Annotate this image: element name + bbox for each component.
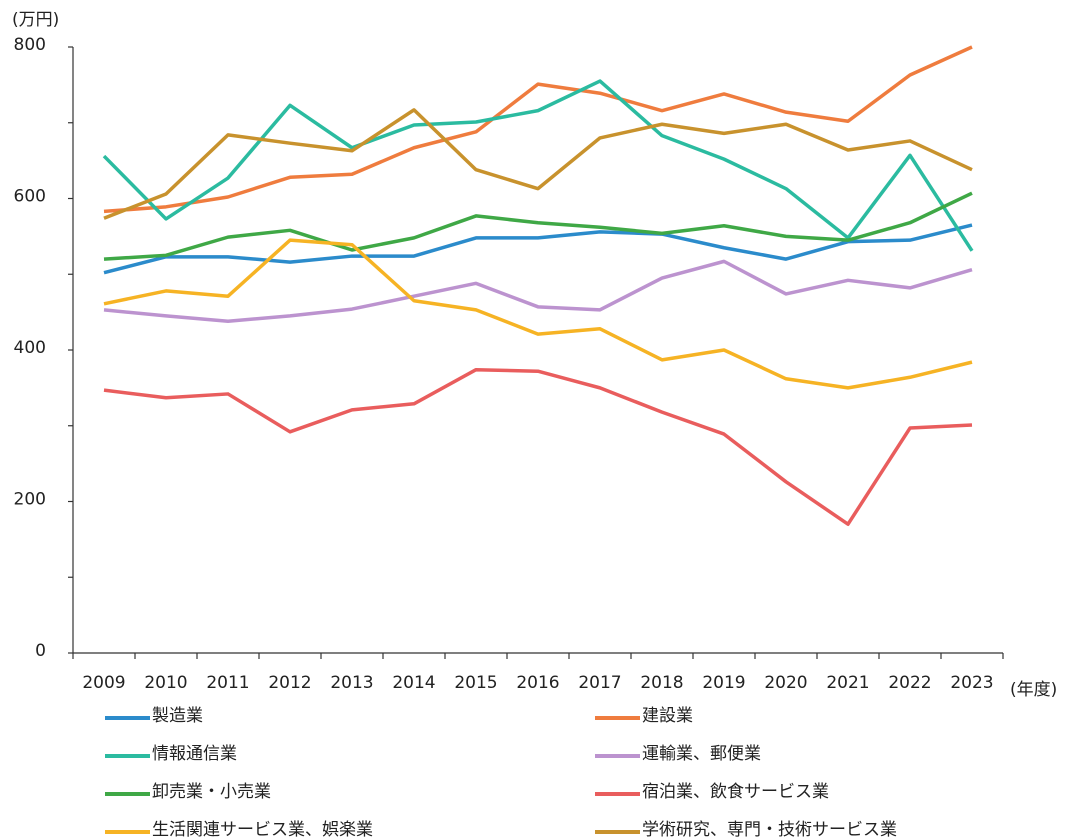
legend-label: 運輸業、郵便業: [642, 744, 761, 764]
y-axis-label: (万円): [12, 10, 59, 30]
legend-label: 情報通信業: [152, 744, 237, 764]
series-line: [103, 45, 973, 214]
legend-label: 製造業: [152, 706, 203, 726]
x-tick-label: 2015: [454, 673, 497, 693]
series-line: [102, 79, 974, 252]
series-line: [103, 223, 973, 275]
y-tick-label: 600: [14, 187, 46, 207]
x-tick-label: 2013: [330, 673, 373, 693]
x-tick-label: 2022: [888, 673, 931, 693]
x-tick-label: 2010: [144, 673, 187, 693]
x-tick-label: 2023: [950, 673, 993, 693]
x-tick-label: 2017: [578, 673, 621, 693]
y-tick-label: 200: [14, 490, 46, 510]
x-tick-label: 2018: [640, 673, 683, 693]
legend-label: 学術研究、専門・技術サービス業: [642, 820, 897, 840]
legend-label: 卸売業・小売業: [152, 782, 271, 802]
series-line: [103, 191, 973, 261]
legend-label: 生活関連サービス業、娯楽業: [152, 820, 373, 840]
x-tick-label: 2019: [702, 673, 745, 693]
series-line: [103, 259, 973, 323]
series-line: [103, 238, 973, 390]
y-tick-label: 800: [14, 35, 46, 55]
y-tick-label: 0: [35, 641, 46, 661]
legend-label: 建設業: [642, 706, 693, 726]
series-line: [103, 367, 973, 526]
x-tick-label: 2012: [268, 673, 311, 693]
x-tick-label: 2011: [206, 673, 249, 693]
x-axis-label: (年度): [1010, 680, 1057, 700]
series-line: [103, 108, 973, 220]
y-tick-label: 400: [14, 338, 46, 358]
legend-label: 宿泊業、飲食サービス業: [642, 782, 829, 802]
x-tick-label: 2021: [826, 673, 869, 693]
x-tick-label: 2016: [516, 673, 559, 693]
x-tick-label: 2014: [392, 673, 435, 693]
x-tick-label: 2009: [82, 673, 125, 693]
x-tick-label: 2020: [764, 673, 807, 693]
